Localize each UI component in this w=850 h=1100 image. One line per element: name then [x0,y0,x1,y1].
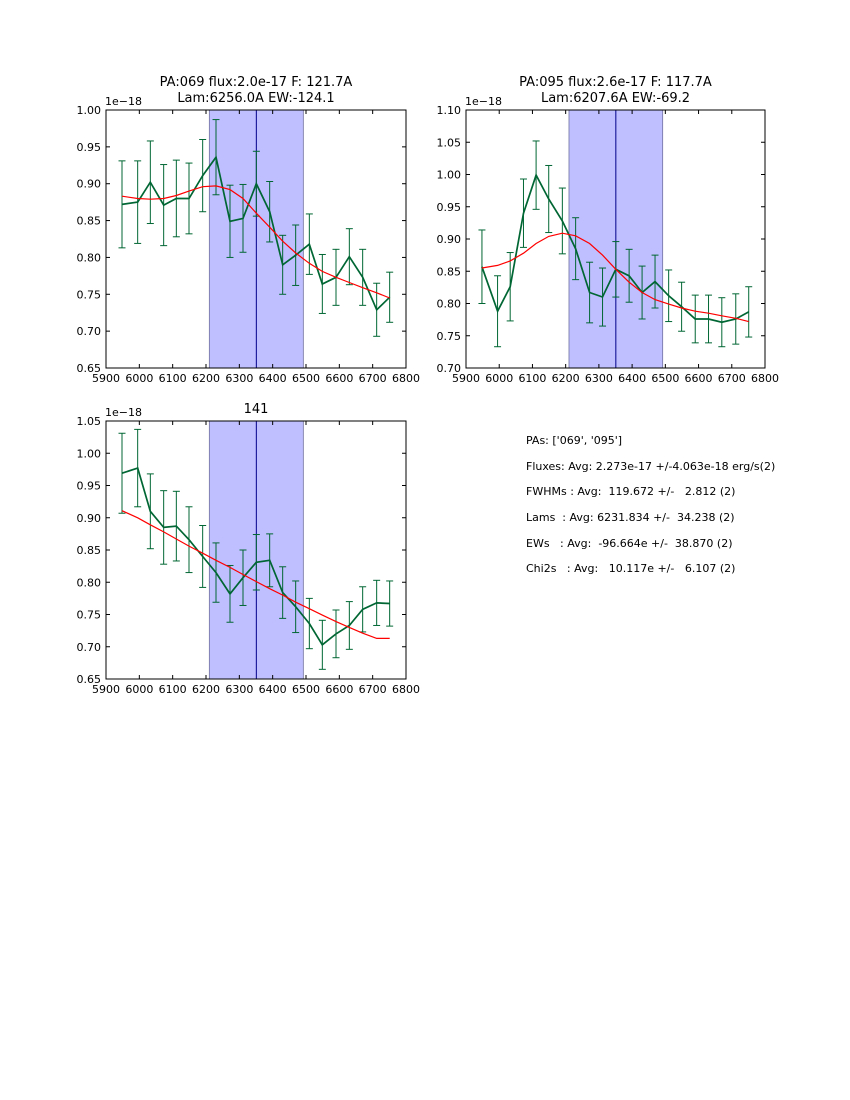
data-line [121,155,391,312]
stats-pas: PAs: ['069', '095'] [526,434,623,447]
x-tick-label: 6500 [292,372,320,385]
x-tick-label: 6600 [325,683,353,696]
y-tick-label: 0.80 [77,576,102,589]
y-tick-label: 0.80 [437,298,462,311]
x-tick-label: 6000 [125,683,153,696]
plot-area [118,110,394,368]
x-tick-label: 6700 [359,372,387,385]
series-2 [481,232,749,323]
y-tick-label: 0.95 [77,141,102,154]
chart-title-line: PA:095 flux:2.6e-17 F: 117.7A [519,75,712,90]
x-tick-label: 6800 [392,683,420,696]
stats-ews: EWs : Avg: -96.664e +/- 38.870 (2) [526,536,733,550]
x-tick-label: 6800 [392,372,420,385]
y-tick-label: 0.85 [437,265,462,278]
x-tick-label: 6700 [359,683,387,696]
chart-title-line: Lam:6256.0A EW:-124.1 [177,91,334,106]
fit-line [481,232,749,323]
x-tick-label: 6000 [485,372,513,385]
data-line [121,467,390,647]
y-tick-label: 0.70 [77,641,102,654]
x-tick-label: 6700 [718,372,746,385]
x-tick-label: 6100 [159,372,187,385]
chart-title: PA:095 flux:2.6e-17 F: 117.7A Lam:6207.6A… [519,75,712,106]
y-tick-label: 0.80 [77,251,102,264]
x-tick-label: 6600 [685,372,713,385]
subplot-1: 5900 6000 6100 6200 6300 6400 6500 6600 6700 6800… [77,75,421,385]
x-tick-label: 6000 [125,372,153,385]
plot-area [118,421,394,679]
x-tick-label: 5900 [92,683,120,696]
x-tick-label: 6300 [225,683,253,696]
chart-title-line: Lam:6207.6A EW:-69.2 [541,91,690,106]
x-tick-label: 5900 [92,372,120,385]
y-tick-label: 0.85 [77,544,102,557]
chart-title-line: 141 [244,402,269,417]
y-tick-label: 1.00 [437,169,462,182]
chart-title: 141 [244,402,269,417]
y-offset-label: 1e−18 [465,95,502,108]
x-tick-label: 6300 [225,372,253,385]
stats-panel: PAs: ['069', '095'] Fluxes: Avg: 2.273e-… [526,432,775,586]
y-tick-label: 0.70 [77,325,102,338]
series-2 [121,185,390,299]
subplot-2: 5900 6000 6100 6200 6300 6400 6500 6600 6700 6800… [437,75,780,385]
x-tick-label: 6800 [751,372,779,385]
x-tick-label: 6400 [259,683,287,696]
subplot-3: 5900 6000 6100 6200 6300 6400 6500 6600 6700 6800… [77,402,421,696]
y-tick-label: 0.95 [77,480,102,493]
y-tick-label: 0.90 [437,233,462,246]
stats-chi2s: Chi2s : Avg: 10.117e +/- 6.107 (2) [526,562,736,576]
x-tick-label: 5900 [452,372,480,385]
y-tick-label: 1.10 [437,104,462,117]
y-tick-label: 1.00 [77,447,102,460]
y-offset-label: 1e−18 [105,95,142,108]
x-tick-label: 6400 [259,372,287,385]
x-tick-label: 6500 [651,372,679,385]
y-tick-label: 0.90 [77,512,102,525]
x-tick-label: 6600 [325,372,353,385]
stats-lams: Lams : Avg: 6231.834 +/- 34.238 (2) [526,511,735,525]
chart-title: PA:069 flux:2.0e-17 F: 121.7A Lam:6256.0A… [160,75,353,106]
x-tick-label: 6500 [292,683,320,696]
y-tick-label: 0.70 [437,362,462,375]
x-tick-label: 6100 [159,683,187,696]
chart-title-line: PA:069 flux:2.0e-17 F: 121.7A [160,75,353,90]
x-tick-label: 6200 [192,683,220,696]
y-offset-label: 1e−18 [105,406,142,419]
y-tick-label: 0.65 [77,362,102,375]
y-tick-label: 0.75 [77,288,102,301]
stats-fwhms: FWHMs : Avg: 119.672 +/- 2.812 (2) [526,485,736,499]
y-tick-label: 0.65 [77,673,102,686]
stats-fluxes: Fluxes: Avg: 2.273e-17 +/-4.063e-18 erg/… [526,459,776,473]
fit-line [121,510,390,640]
y-tick-label: 0.85 [77,215,102,228]
x-tick-label: 6100 [518,372,546,385]
x-tick-label: 6200 [552,372,580,385]
x-tick-label: 6400 [618,372,646,385]
y-tick-label: 1.05 [77,415,102,428]
y-tick-label: 0.75 [77,609,102,622]
series-1 [118,119,394,337]
y-tick-label: 0.95 [437,201,462,214]
y-tick-label: 1.05 [437,136,462,149]
x-tick-label: 6200 [192,372,220,385]
series-2 [121,510,390,640]
y-tick-label: 0.90 [77,178,102,191]
fit-line [121,185,390,299]
x-tick-label: 6300 [585,372,613,385]
axes-frame [105,109,407,369]
y-tick-label: 1.00 [77,104,102,117]
y-tick-label: 0.75 [437,330,462,343]
plot-area [478,110,753,368]
series-1 [118,428,394,670]
series-1 [478,140,753,348]
